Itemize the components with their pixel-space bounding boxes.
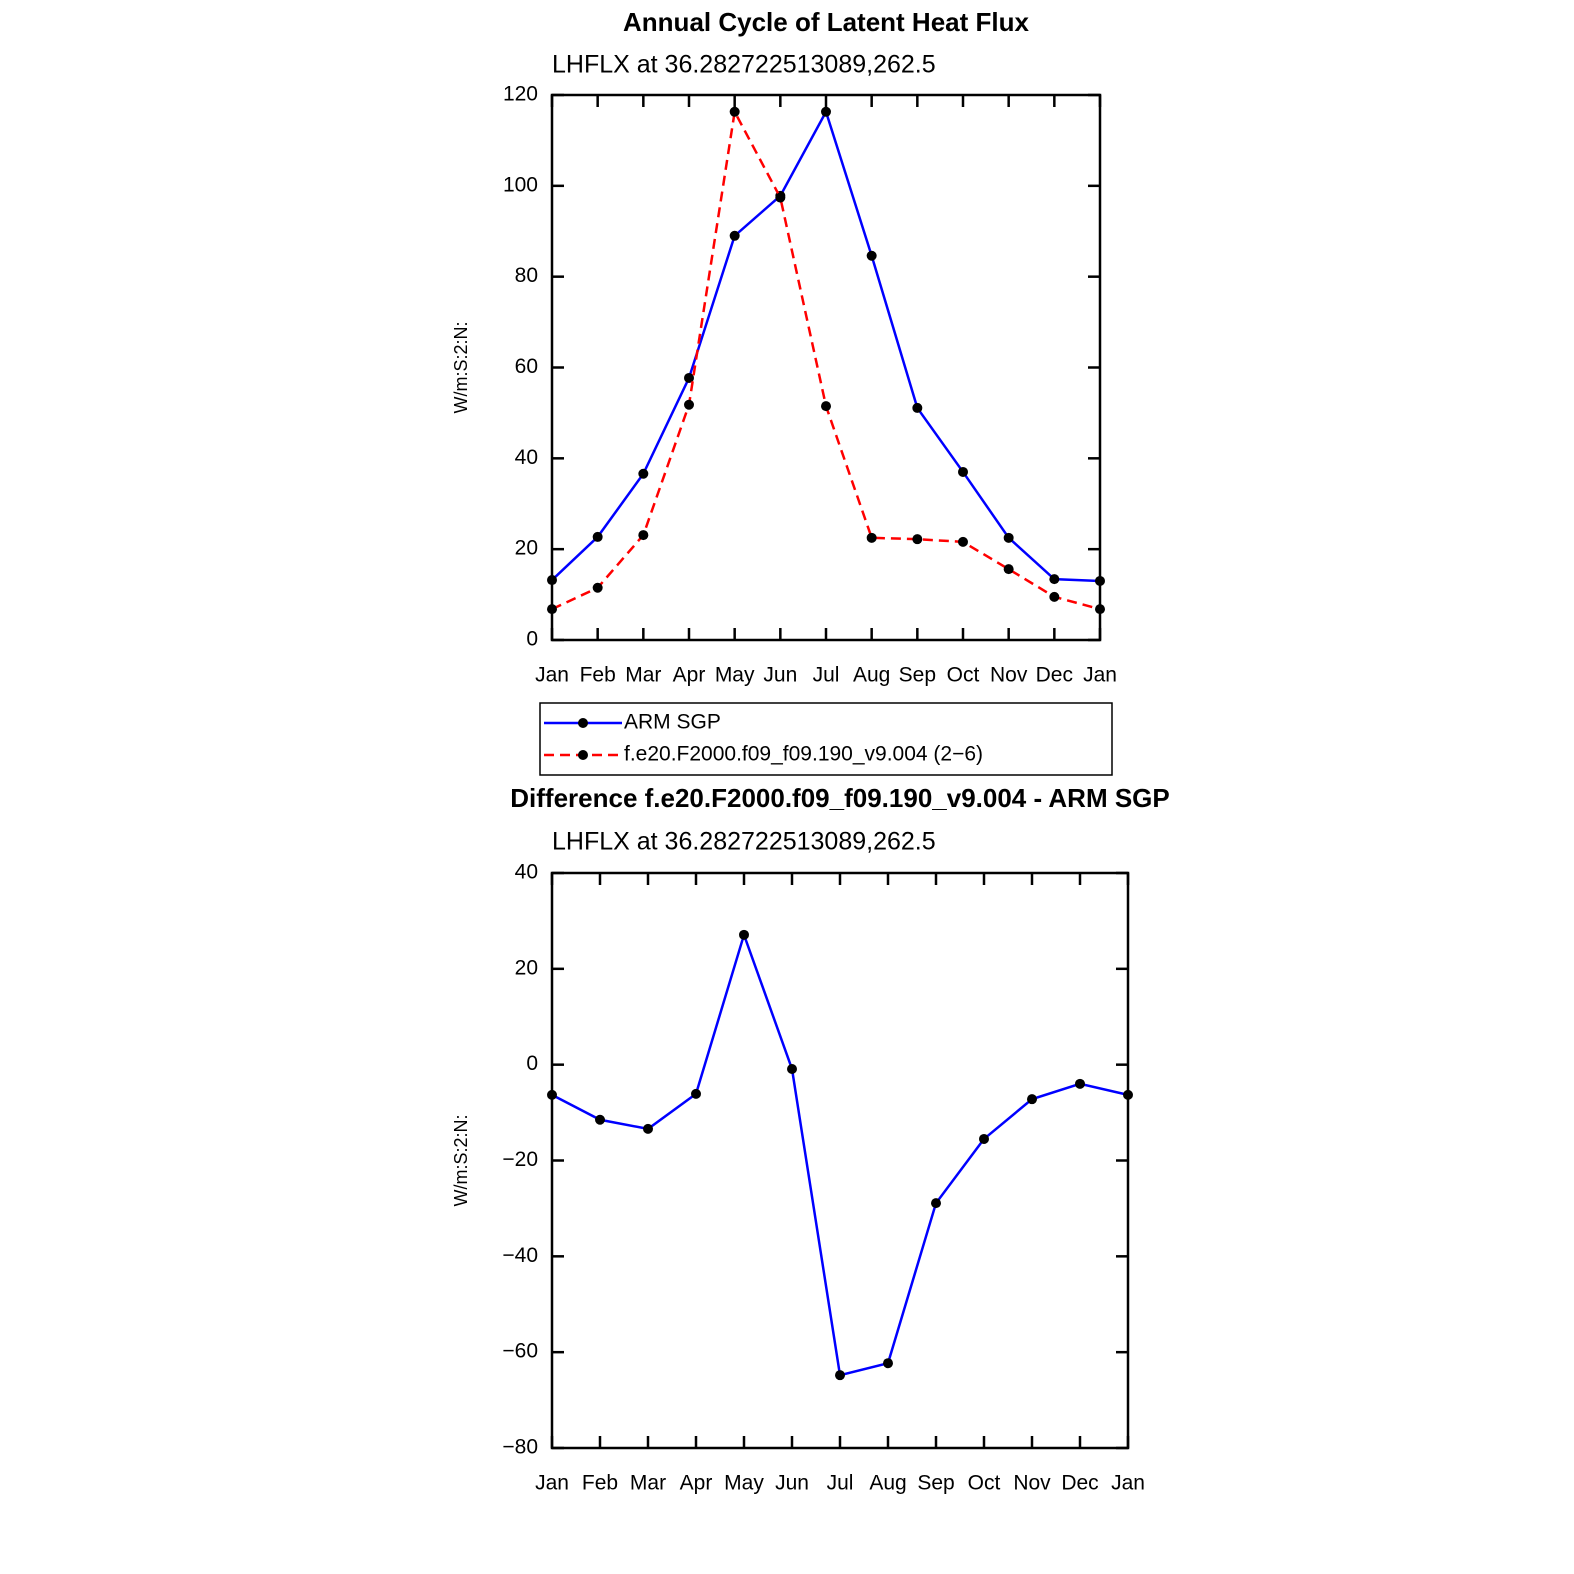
data-point [821,106,831,117]
data-point [958,466,968,477]
data-point [638,468,649,479]
y-tick-label: −20 [502,1148,538,1171]
data-point [866,250,877,261]
chart-subtitle: LHFLX at 36.282722513089,262.5 [552,51,936,79]
x-tick-label: Jan [535,664,569,687]
data-point [979,1133,989,1144]
y-tick-label: 40 [515,861,538,884]
data-point [1003,532,1014,543]
data-point [729,230,740,241]
data-point [1003,564,1014,575]
y-tick-label: 100 [503,173,538,196]
y-axis-label: W/m:S:2:N: [451,1114,471,1206]
x-tick-label: Jun [775,1472,809,1495]
legend-marker [578,718,588,728]
y-tick-label: 20 [515,537,538,560]
series-line [551,930,1129,1377]
plot-frame [550,871,1130,1450]
data-point [643,1123,653,1134]
x-tick-label: Aug [853,664,890,687]
x-tick-label: Sep [917,1472,954,1495]
x-tick-label: Mar [630,1472,666,1495]
x-tick-label: Apr [673,664,706,687]
data-point [931,1198,941,1209]
data-point [684,399,694,410]
y-tick-label: 80 [515,264,538,287]
x-tick-label: May [715,664,755,687]
data-point [912,402,923,413]
data-point [912,534,923,545]
data-point [1095,604,1105,615]
data-point [729,106,740,117]
x-tick-label: Oct [947,664,980,687]
data-point [739,929,749,940]
x-tick-label: Dec [1036,664,1073,687]
data-point [775,192,786,203]
data-point [595,1114,605,1125]
data-point [684,372,694,383]
x-tick-label: May [724,1472,764,1495]
legend-label: ARM SGP [624,711,721,734]
data-point [547,575,557,586]
y-tick-label: −60 [502,1340,538,1363]
chart-title: Difference f.e20.F2000.f09_f09.190_v9.00… [510,783,1170,813]
y-axis-label: W/m:S:2:N: [451,321,471,413]
x-tick-label: Feb [580,664,616,687]
y-tick-label: 120 [503,83,538,106]
data-point [1049,574,1060,585]
x-tick-label: Jun [763,664,797,687]
legend-label: f.e20.F2000.f09_f09.190_v9.004 (2−6) [624,743,983,766]
data-point [547,1089,557,1100]
y-tick-label: −40 [502,1244,538,1267]
data-point [1095,575,1105,586]
series-line [551,107,1101,611]
data-point [1075,1078,1085,1089]
x-tick-label: Apr [680,1472,713,1495]
y-tick-label: 0 [526,628,538,651]
x-tick-label: Jul [827,1472,854,1495]
x-tick-label: Nov [990,664,1028,687]
y-tick-label: 20 [515,956,538,979]
x-tick-label: Feb [582,1472,618,1495]
y-tick-label: 40 [515,446,538,469]
series-line [551,108,1101,583]
data-point [547,604,557,615]
chart-title: Annual Cycle of Latent Heat Flux [623,7,1029,37]
y-tick-label: −80 [502,1436,538,1459]
legend-marker [578,750,588,760]
data-point [866,532,877,543]
y-tick-label: 60 [515,355,538,378]
data-point [592,531,603,542]
x-tick-label: Jan [1083,664,1117,687]
chart-subtitle: LHFLX at 36.282722513089,262.5 [552,828,936,856]
data-point [883,1358,893,1369]
x-tick-label: Mar [625,664,661,687]
x-tick-label: Nov [1013,1472,1051,1495]
x-tick-label: Jan [535,1472,569,1495]
data-point [821,401,831,412]
data-point [638,530,649,541]
data-point [1049,591,1060,602]
x-tick-label: Sep [899,664,936,687]
x-tick-label: Dec [1061,1472,1098,1495]
plot-frame [550,93,1102,642]
data-point [958,536,968,547]
data-point [835,1370,845,1381]
data-point [1027,1094,1037,1105]
data-point [592,582,603,593]
x-tick-label: Oct [968,1472,1001,1495]
data-point [691,1088,701,1099]
data-point [1123,1089,1133,1100]
x-tick-label: Jul [813,664,840,687]
x-tick-label: Jan [1111,1472,1145,1495]
x-tick-label: Aug [869,1472,906,1495]
legend-box [539,702,1113,776]
data-point [787,1063,797,1074]
y-tick-label: 0 [526,1052,538,1075]
